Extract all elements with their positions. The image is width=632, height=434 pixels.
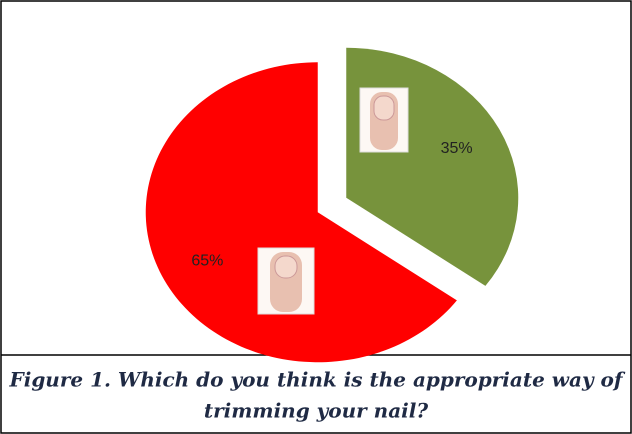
data-label: 35%: [441, 140, 473, 157]
nail-icon: [360, 88, 408, 152]
nail-icon: [258, 248, 314, 314]
chart: Figure 1. Which do you think is the appr…: [0, 0, 632, 434]
caption-line: Figure 1. Which do you think is the appr…: [9, 368, 626, 392]
data-label: 65%: [191, 253, 223, 270]
caption-line: trimming your nail?: [204, 399, 428, 423]
